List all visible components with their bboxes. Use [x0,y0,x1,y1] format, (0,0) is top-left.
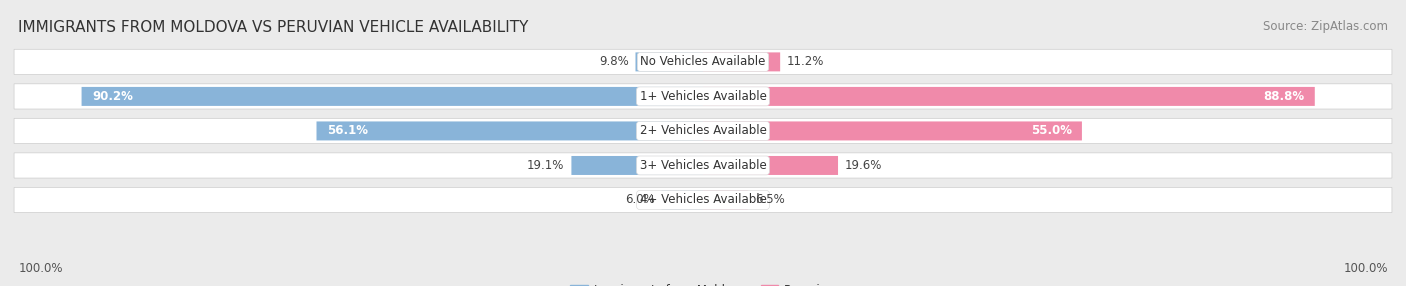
FancyBboxPatch shape [82,87,703,106]
FancyBboxPatch shape [316,122,703,140]
Text: Source: ZipAtlas.com: Source: ZipAtlas.com [1263,20,1388,33]
Text: 88.8%: 88.8% [1264,90,1305,103]
FancyBboxPatch shape [636,52,703,72]
Text: 55.0%: 55.0% [1031,124,1071,138]
FancyBboxPatch shape [662,190,703,209]
Text: 56.1%: 56.1% [326,124,368,138]
FancyBboxPatch shape [571,156,703,175]
Legend: Immigrants from Moldova, Peruvian: Immigrants from Moldova, Peruvian [565,279,841,286]
Text: 2+ Vehicles Available: 2+ Vehicles Available [640,124,766,138]
FancyBboxPatch shape [703,52,780,72]
Text: 90.2%: 90.2% [91,90,132,103]
Text: 4+ Vehicles Available: 4+ Vehicles Available [640,194,766,206]
Text: 100.0%: 100.0% [18,262,63,275]
FancyBboxPatch shape [703,87,1315,106]
Text: 6.0%: 6.0% [626,194,655,206]
FancyBboxPatch shape [14,84,1392,109]
FancyBboxPatch shape [14,153,1392,178]
FancyBboxPatch shape [14,118,1392,144]
FancyBboxPatch shape [14,187,1392,212]
Text: 3+ Vehicles Available: 3+ Vehicles Available [640,159,766,172]
Text: 19.1%: 19.1% [527,159,565,172]
Text: 11.2%: 11.2% [787,55,824,68]
Text: 6.5%: 6.5% [755,194,785,206]
FancyBboxPatch shape [703,122,1083,140]
FancyBboxPatch shape [703,190,748,209]
Text: 100.0%: 100.0% [1343,262,1388,275]
Text: 19.6%: 19.6% [845,159,883,172]
Text: 9.8%: 9.8% [599,55,628,68]
FancyBboxPatch shape [703,156,838,175]
Text: No Vehicles Available: No Vehicles Available [640,55,766,68]
Text: IMMIGRANTS FROM MOLDOVA VS PERUVIAN VEHICLE AVAILABILITY: IMMIGRANTS FROM MOLDOVA VS PERUVIAN VEHI… [18,20,529,35]
FancyBboxPatch shape [14,49,1392,74]
Text: 1+ Vehicles Available: 1+ Vehicles Available [640,90,766,103]
